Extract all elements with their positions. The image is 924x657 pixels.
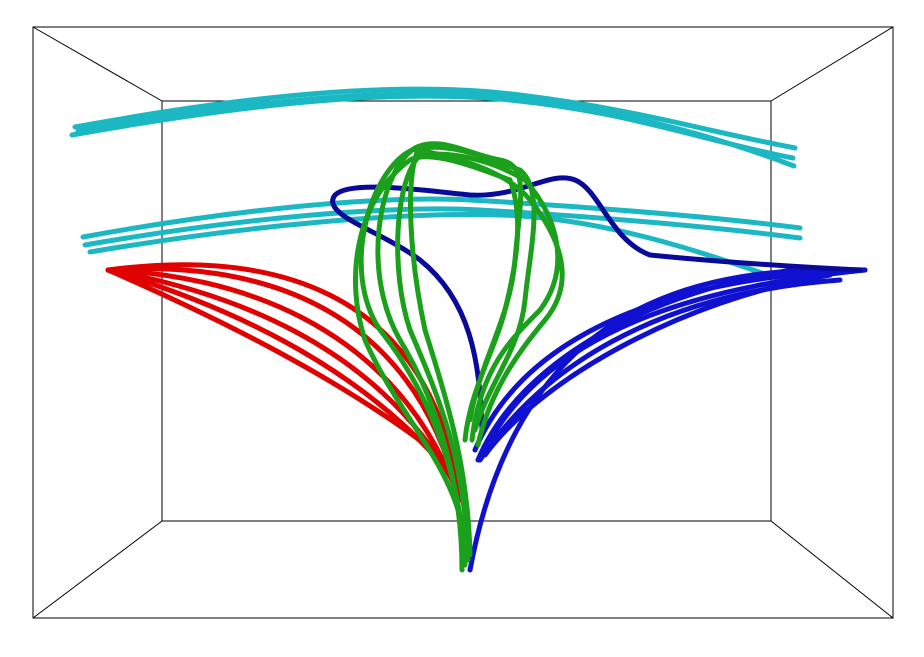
streamline [87, 212, 798, 288]
streamline [330, 175, 863, 433]
streamline [353, 154, 521, 553]
blue-bundle [467, 265, 868, 573]
box-edge [770, 520, 894, 619]
green-bundle [353, 141, 565, 573]
dark-blue-loop [330, 175, 863, 433]
red-bundle [105, 262, 463, 503]
streamline [395, 151, 561, 563]
streamline [105, 262, 463, 503]
cyan-upper-bundle [69, 86, 798, 169]
streamline [72, 86, 798, 151]
box-edge [32, 26, 163, 102]
streamline [75, 91, 797, 169]
box-front [32, 26, 894, 619]
streamline [82, 206, 803, 248]
streamline [358, 144, 537, 568]
streamline [80, 196, 803, 240]
streamline [472, 267, 868, 453]
streamline [475, 265, 808, 463]
cyan-lower-bundle [80, 196, 803, 288]
streamline [105, 267, 461, 473]
streamline [482, 272, 833, 458]
streamline [105, 266, 461, 498]
box-edge [32, 520, 163, 619]
box-edge [770, 26, 894, 102]
streamline [105, 267, 459, 493]
